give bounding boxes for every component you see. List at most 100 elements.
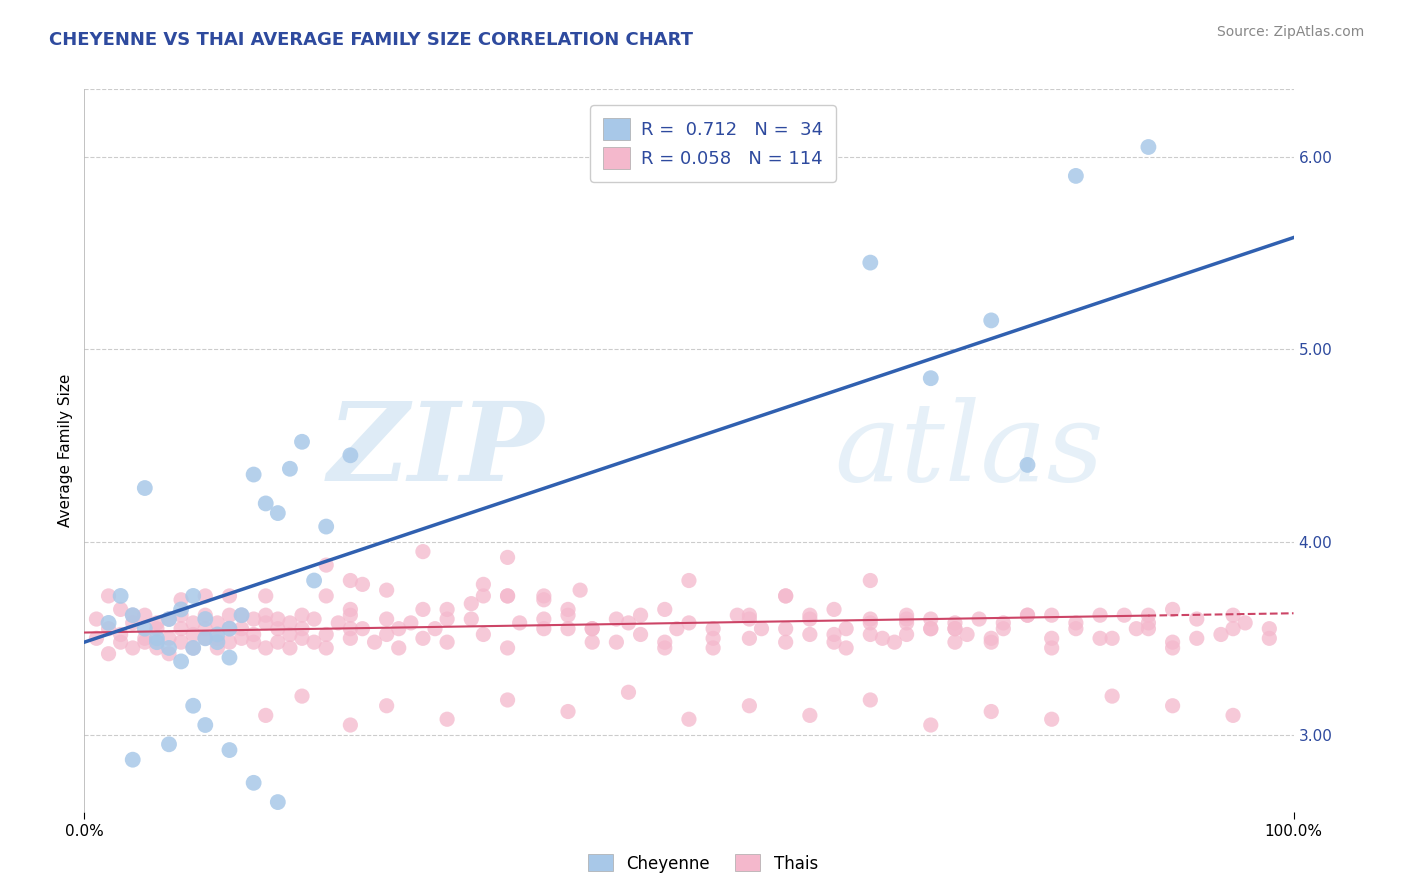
Point (799, 627, 821, 641)
Point (1040, 712, 1063, 726)
Point (218, 743, 240, 757)
Point (725, 608, 748, 623)
Point (1040, 640, 1063, 655)
Point (678, 712, 700, 726)
Point (980, 313, 1002, 327)
Point (1064, 622, 1087, 636)
Point (993, 622, 1015, 636)
Point (533, 612, 555, 626)
Point (157, 640, 180, 655)
Point (218, 589, 240, 603)
Point (254, 589, 277, 603)
Point (1040, 608, 1063, 623)
Point (170, 608, 193, 623)
Point (194, 622, 217, 636)
Point (883, 635, 905, 649)
Point (97, 647, 120, 661)
Point (157, 632, 180, 646)
Point (110, 602, 132, 616)
Point (1185, 632, 1208, 646)
Text: atlas: atlas (834, 397, 1104, 504)
Point (859, 574, 882, 588)
Point (896, 627, 918, 641)
Point (315, 558, 337, 573)
Point (242, 467, 264, 482)
Point (278, 462, 301, 476)
Point (1017, 608, 1039, 623)
Point (872, 632, 894, 646)
Point (1088, 608, 1111, 623)
Point (436, 635, 458, 649)
Point (315, 519, 337, 533)
Point (207, 635, 229, 649)
Point (702, 632, 724, 646)
Point (799, 612, 821, 626)
Point (823, 635, 845, 649)
Point (194, 632, 217, 646)
Point (254, 640, 277, 655)
Point (943, 635, 966, 649)
Point (1161, 698, 1184, 713)
Point (436, 612, 458, 626)
Point (1101, 689, 1123, 703)
Point (412, 544, 434, 558)
Legend: Cheyenne, Thais: Cheyenne, Thais (582, 847, 824, 880)
Point (1234, 615, 1257, 630)
Point (339, 632, 361, 646)
Point (412, 602, 434, 616)
Point (218, 608, 240, 623)
Point (315, 640, 337, 655)
Point (1064, 169, 1087, 183)
Point (738, 608, 761, 623)
Point (557, 622, 579, 636)
Point (231, 622, 253, 636)
Point (121, 640, 143, 655)
Point (170, 655, 193, 669)
Point (993, 615, 1015, 630)
Point (581, 622, 603, 636)
Point (339, 718, 361, 732)
Point (896, 615, 918, 630)
Point (859, 255, 882, 269)
Text: CHEYENNE VS THAI AVERAGE FAMILY SIZE CORRELATION CHART: CHEYENNE VS THAI AVERAGE FAMILY SIZE COR… (49, 31, 693, 49)
Point (170, 592, 193, 607)
Point (617, 615, 640, 630)
Point (267, 622, 290, 636)
Point (581, 635, 603, 649)
Point (943, 615, 966, 630)
Point (799, 708, 821, 723)
Point (702, 640, 724, 655)
Point (302, 574, 325, 588)
Point (194, 589, 217, 603)
Point (775, 589, 797, 603)
Point (388, 622, 411, 636)
Point (496, 589, 519, 603)
Point (617, 685, 640, 699)
Y-axis label: Average Family Size: Average Family Size (58, 374, 73, 527)
Text: Source: ZipAtlas.com: Source: ZipAtlas.com (1216, 25, 1364, 39)
Point (315, 627, 337, 641)
Point (97, 622, 120, 636)
Point (1258, 632, 1281, 646)
Point (121, 753, 143, 767)
Point (146, 640, 169, 655)
Point (121, 608, 143, 623)
Point (460, 612, 482, 626)
Point (1137, 140, 1160, 154)
Point (399, 615, 422, 630)
Point (436, 712, 458, 726)
Point (134, 481, 156, 495)
Point (1161, 602, 1184, 616)
Point (423, 622, 446, 636)
Point (1064, 615, 1087, 630)
Point (943, 622, 966, 636)
Point (86, 612, 108, 626)
Point (1222, 708, 1244, 723)
Point (339, 574, 361, 588)
Point (509, 615, 531, 630)
Point (194, 718, 217, 732)
Point (181, 640, 204, 655)
Point (231, 632, 253, 646)
Point (121, 615, 143, 630)
Point (97, 615, 120, 630)
